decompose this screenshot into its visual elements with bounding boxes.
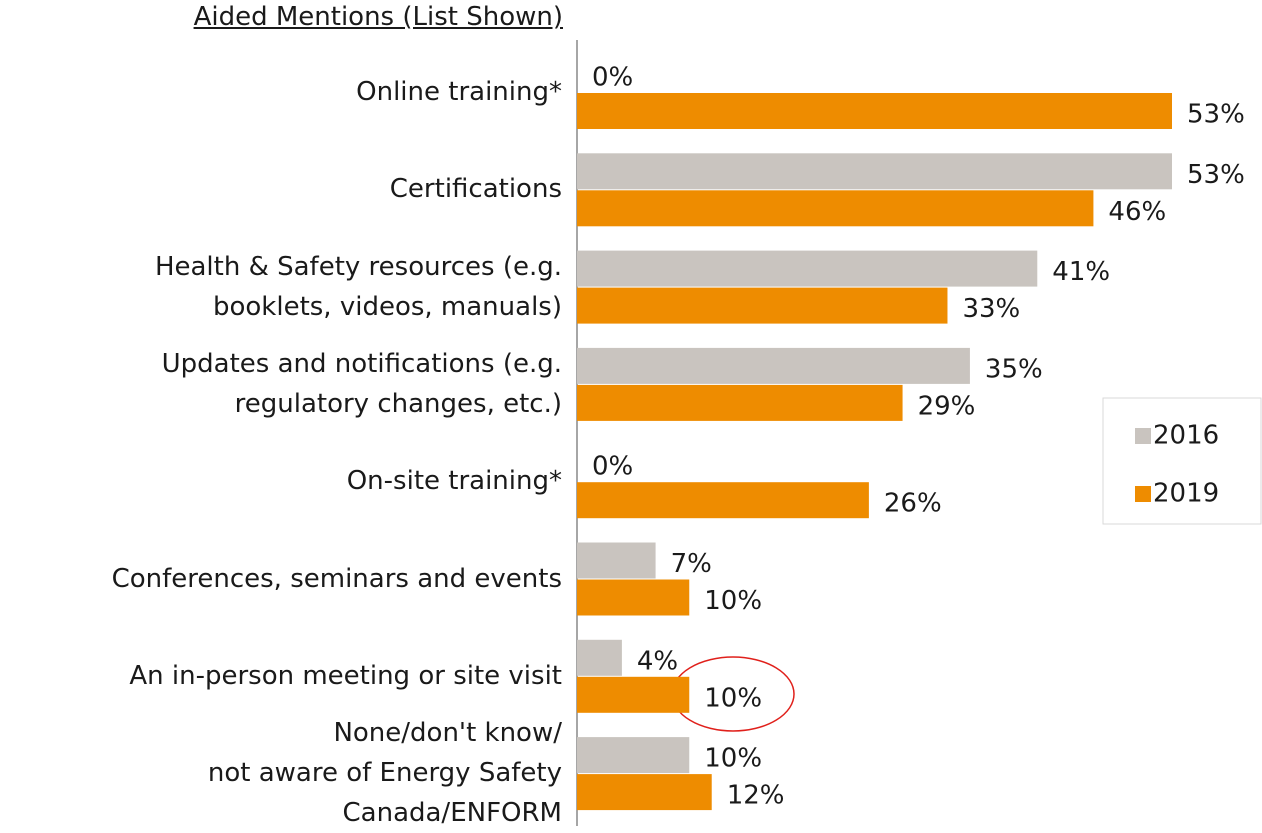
category-label: Certifications — [389, 174, 562, 205]
value-label: 0% — [592, 63, 633, 93]
bar — [577, 190, 1094, 227]
bar — [577, 347, 970, 384]
value-label: 26% — [884, 489, 942, 519]
value-label: 41% — [1052, 257, 1110, 287]
value-label: 0% — [592, 452, 633, 482]
bar — [577, 737, 690, 774]
value-label: 46% — [1108, 197, 1166, 227]
category-label: On-site training* — [346, 466, 562, 497]
bar — [577, 482, 869, 519]
category-label: An in-person meeting or site visit — [129, 660, 562, 691]
bar — [577, 639, 622, 676]
bar — [577, 287, 948, 324]
category-label: Online training* — [356, 77, 562, 107]
value-label: 53% — [1187, 160, 1245, 190]
bar — [577, 384, 903, 421]
legend-label: 2016 — [1153, 421, 1219, 451]
value-label: 4% — [637, 646, 678, 676]
category-label: Health & Safety resources (e.g. booklets… — [154, 251, 562, 322]
legend-label: 2019 — [1153, 479, 1219, 509]
value-label: 10% — [704, 586, 762, 616]
value-label: 33% — [962, 294, 1020, 324]
value-label: 10% — [704, 683, 762, 713]
bar — [577, 579, 690, 616]
legend-box — [1102, 397, 1262, 525]
value-label: 35% — [985, 354, 1043, 384]
legend-swatch — [1135, 428, 1151, 444]
category-label: None/don't know/ not aware of Energy Saf… — [207, 718, 562, 829]
category-label: Conferences, seminars and events — [111, 563, 562, 594]
bar — [577, 250, 1038, 287]
bar — [577, 676, 690, 713]
value-label: 53% — [1187, 100, 1245, 130]
value-label: 7% — [671, 549, 712, 579]
bar — [577, 153, 1172, 190]
value-label: 12% — [727, 781, 785, 811]
category-label: Updates and notifications (e.g. regulato… — [161, 348, 562, 419]
legend-swatch — [1135, 486, 1151, 502]
chart-title: Aided Mentions (List Shown) — [193, 2, 563, 32]
bar — [577, 93, 1172, 129]
bar — [577, 774, 712, 811]
value-label: 29% — [918, 391, 976, 421]
value-label: 10% — [704, 744, 762, 774]
bar — [577, 542, 656, 579]
